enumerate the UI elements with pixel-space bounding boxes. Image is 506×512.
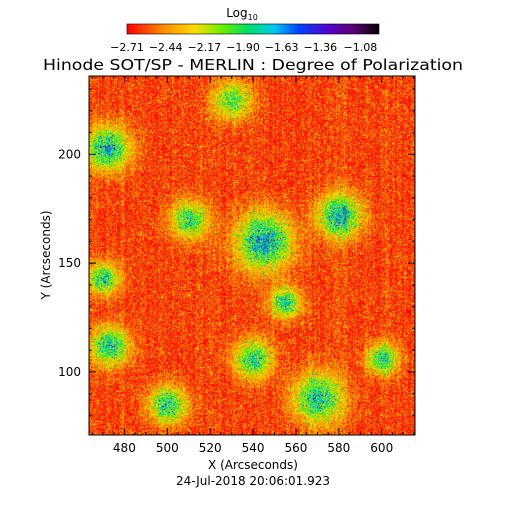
- colorbar-label: Log10: [226, 6, 258, 22]
- colorbar-tick-labels: −2.71 −2.44 −2.17 −1.90 −1.63 −1.36 −1.08: [110, 41, 377, 54]
- heatmap-image: [89, 76, 415, 435]
- x-tick-label: 580: [327, 441, 350, 455]
- y-tick-label: 100: [58, 365, 81, 379]
- heatmap-plot-area: [88, 75, 416, 436]
- x-tick-label: 480: [113, 441, 136, 455]
- colorbar-tick-label: −2.71: [110, 41, 144, 54]
- y-tick-label: 200: [58, 147, 81, 161]
- colorbar: [126, 23, 380, 35]
- colorbar-tick-label: −2.17: [187, 41, 221, 54]
- colorbar-tick-label: −1.08: [344, 41, 378, 54]
- y-axis-label: Y (Arcseconds): [39, 210, 53, 300]
- colorbar-tick-label: −2.44: [149, 41, 183, 54]
- chart-title: Hinode SOT/SP - MERLIN : Degree of Polar…: [43, 56, 463, 74]
- timestamp-footer: 24-Jul-2018 20:06:01.923: [176, 474, 330, 488]
- y-axis: 100 150 200: [58, 88, 415, 416]
- x-tick-label: 560: [285, 441, 308, 455]
- x-tick-label: 600: [370, 441, 393, 455]
- colorbar-tick-label: −1.63: [265, 41, 299, 54]
- colorbar-tick-label: −1.90: [226, 41, 260, 54]
- colorbar-tick-label: −1.36: [303, 41, 337, 54]
- x-tick-label: 520: [199, 441, 222, 455]
- x-axis: 480 500 520 540 560 580 600: [91, 76, 415, 455]
- x-tick-label: 500: [156, 441, 179, 455]
- y-tick-label: 150: [58, 256, 81, 270]
- plot-frame: [88, 75, 416, 436]
- x-axis-label: X (Arcseconds): [208, 458, 298, 472]
- x-tick-label: 540: [242, 441, 265, 455]
